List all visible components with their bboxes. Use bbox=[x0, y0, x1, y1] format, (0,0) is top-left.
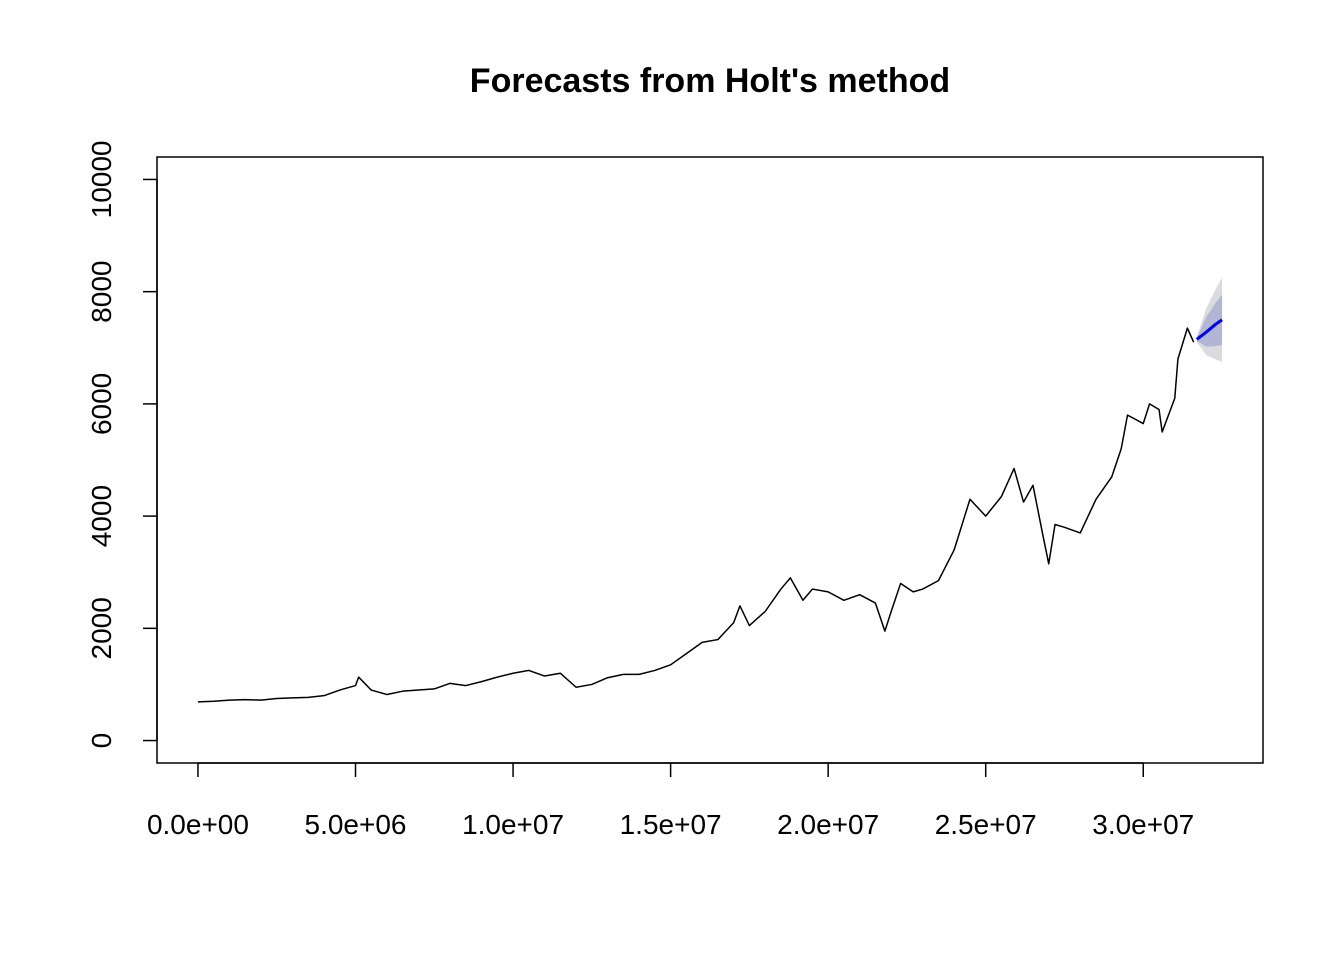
y-tick-label: 10000 bbox=[86, 141, 117, 219]
y-tick-label: 6000 bbox=[86, 373, 117, 435]
y-tick-label: 8000 bbox=[86, 261, 117, 323]
x-tick-label: 5.0e+06 bbox=[305, 809, 407, 840]
data-line bbox=[197, 327, 1195, 703]
x-tick-label: 2.5e+07 bbox=[935, 809, 1037, 840]
y-tick-label: 0 bbox=[86, 733, 117, 749]
x-tick-label: 0.0e+00 bbox=[147, 809, 249, 840]
x-tick-label: 2.0e+07 bbox=[777, 809, 879, 840]
x-tick-label: 1.0e+07 bbox=[462, 809, 564, 840]
y-tick-label: 2000 bbox=[86, 597, 117, 659]
x-tick-label: 1.5e+07 bbox=[620, 809, 722, 840]
chart-title: Forecasts from Holt's method bbox=[470, 62, 950, 100]
x-tick-label: 3.0e+07 bbox=[1092, 809, 1194, 840]
y-tick-label: 4000 bbox=[86, 485, 117, 547]
data-line bbox=[1195, 318, 1223, 341]
